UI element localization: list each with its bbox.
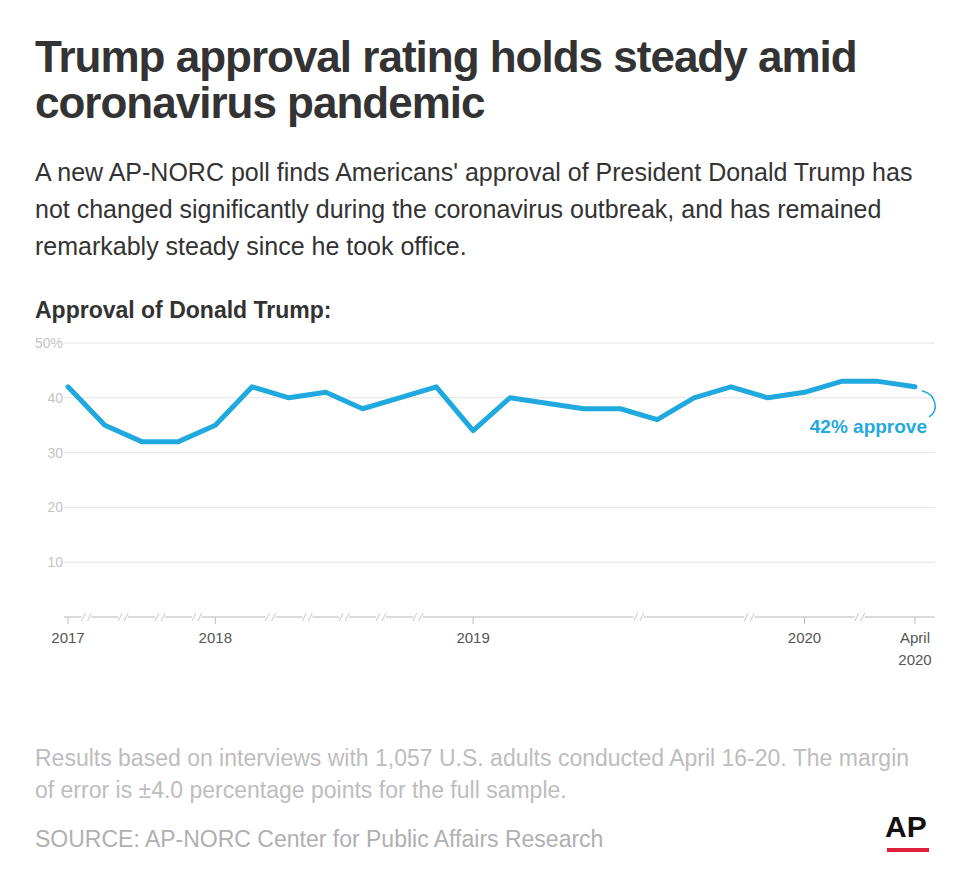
axis-break-bg xyxy=(81,613,91,621)
x-tick-label-part: 2020 xyxy=(788,629,821,646)
y-tick-label: 20 xyxy=(47,499,63,515)
axis-break xyxy=(272,613,276,621)
axis-break xyxy=(118,613,122,621)
grid-line xyxy=(64,343,935,344)
axis-break-bg xyxy=(634,613,644,621)
axis-break xyxy=(161,613,165,621)
axis-break xyxy=(744,613,748,621)
source: SOURCE: AP-NORC Center for Public Affair… xyxy=(35,826,603,853)
x-tick-label-part: 2020 xyxy=(898,651,931,668)
x-tick-label-part: 2019 xyxy=(456,629,489,646)
y-tick-label: 40 xyxy=(47,390,63,406)
grid-line xyxy=(64,452,935,453)
x-tick xyxy=(804,617,805,624)
approval-line xyxy=(68,381,915,441)
note: Results based on interviews with 1,057 U… xyxy=(35,742,915,806)
x-tick-label-part: 2018 xyxy=(199,629,232,646)
annotation: 42% approve xyxy=(810,416,927,437)
axis-break xyxy=(81,613,85,621)
x-tick-label: 2019 xyxy=(456,629,489,646)
x-tick-label: 2017 xyxy=(51,629,84,646)
x-tick xyxy=(215,617,216,624)
axis-break xyxy=(124,613,128,621)
logo-bar xyxy=(887,848,929,852)
axis-break xyxy=(266,613,270,621)
x-tick xyxy=(473,617,474,624)
axis-break xyxy=(87,613,91,621)
axis-break xyxy=(198,613,202,621)
y-tick-label: 10 xyxy=(47,554,63,570)
y-tick-label: 50% xyxy=(35,335,63,351)
axis-break xyxy=(382,613,386,621)
axis-break xyxy=(308,613,312,621)
axis-break xyxy=(419,613,423,621)
axis-break xyxy=(339,613,343,621)
axis-break xyxy=(345,613,349,621)
annotation-pointer xyxy=(922,391,935,417)
axis-break-bg xyxy=(413,613,423,621)
axis-break xyxy=(855,613,859,621)
axis-break xyxy=(155,613,159,621)
grid-line xyxy=(64,562,935,563)
axis-break-bg xyxy=(302,613,312,621)
axis-break-bg xyxy=(376,613,386,621)
axis-break-bg xyxy=(266,613,276,621)
chart-label: Approval of Donald Trump: xyxy=(35,297,331,324)
x-tick xyxy=(68,617,69,624)
axis-break xyxy=(302,613,306,621)
axis-break xyxy=(413,613,417,621)
data-group xyxy=(68,381,915,441)
x-tick-label: 2018 xyxy=(199,629,232,646)
axis-break-bg xyxy=(855,613,865,621)
axis-break-bg xyxy=(155,613,165,621)
x-tick-label: April 2020 xyxy=(898,629,931,668)
axis-break-bg xyxy=(744,613,754,621)
x-tick xyxy=(915,617,916,624)
axis-break-bg xyxy=(192,613,202,621)
title: Trump approval rating holds steady amid … xyxy=(35,34,945,126)
grid-line xyxy=(64,507,935,508)
grid xyxy=(64,343,935,562)
axis-break-bg xyxy=(339,613,349,621)
chart: 10 20 30 40 50% 2017 2018 2019 2020 April 2020 42% … xyxy=(0,0,960,892)
axis-break xyxy=(861,613,865,621)
y-tick-label: 30 xyxy=(47,445,63,461)
axis-break xyxy=(192,613,196,621)
axis-break xyxy=(376,613,380,621)
subtitle: A new AP-NORC poll finds Americans' appr… xyxy=(35,154,935,265)
axis-break-bg xyxy=(118,613,128,621)
x-tick-label-part: April xyxy=(900,629,930,646)
logo: AP xyxy=(885,810,927,844)
axis-break xyxy=(634,613,638,621)
x-tick-label: 2020 xyxy=(788,629,821,646)
axis-break xyxy=(640,613,644,621)
x-tick-label-part: 2017 xyxy=(51,629,84,646)
axis-break xyxy=(750,613,754,621)
grid-line xyxy=(64,397,935,398)
